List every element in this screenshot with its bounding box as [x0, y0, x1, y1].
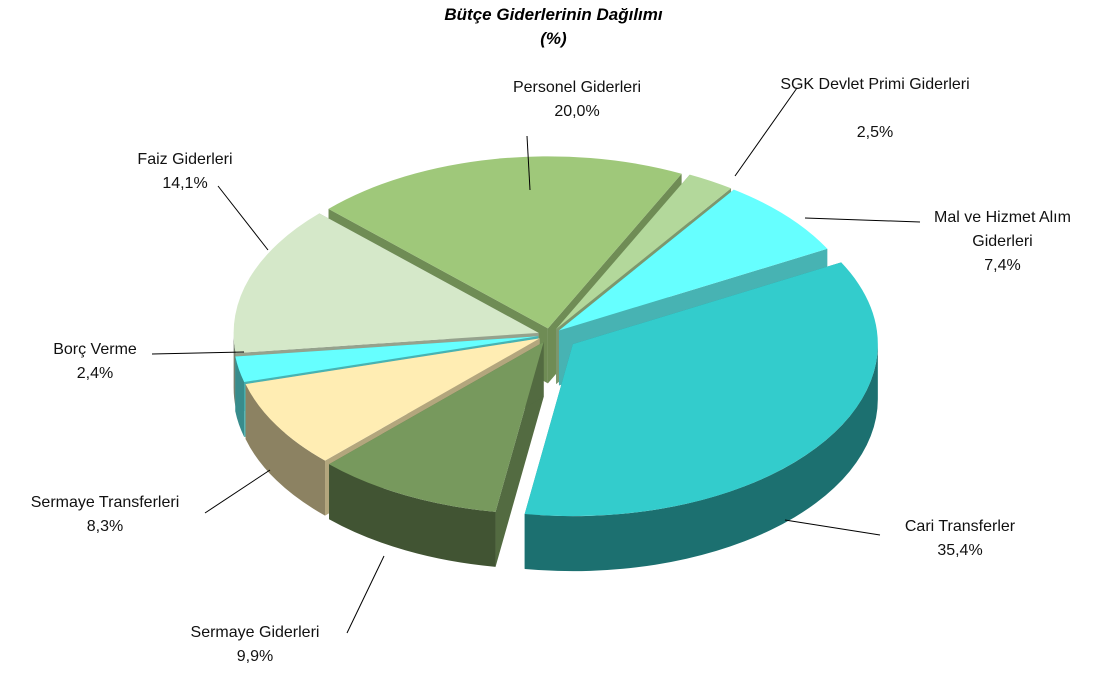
- slice-value-label: 2,5%: [856, 124, 894, 141]
- slice-value-label: 20,0%: [554, 103, 600, 120]
- slice-label: SGK Devlet Primi Giderleri: [780, 76, 970, 93]
- leader-line: [151, 351, 245, 355]
- leader-line: [217, 185, 269, 251]
- slice-label: Personel Giderleri: [512, 79, 642, 96]
- leader-line: [526, 135, 531, 191]
- slice-label: Mal ve Hizmet Alım Giderleri: [934, 209, 1071, 250]
- slice-label: Sermaye Giderleri: [190, 624, 320, 641]
- slice-wall: [329, 464, 496, 567]
- slice: [245, 338, 540, 461]
- slice-value-label: 2,4%: [76, 365, 114, 382]
- slice-wall: [233, 332, 236, 409]
- slice-label: Sermaye Transferleri: [30, 494, 180, 511]
- leader-line: [204, 469, 271, 514]
- slice-wall: [524, 344, 878, 572]
- slice-wall: [235, 356, 245, 437]
- chart-subtitle: (%): [540, 29, 567, 48]
- slice-value-label: 7,4%: [984, 257, 1021, 274]
- slice-wall: [245, 384, 326, 516]
- slice-tops: [233, 156, 878, 517]
- slice-value-label: 9,9%: [236, 648, 274, 665]
- slice-label: Borç Verme: [53, 341, 137, 358]
- slice-value-label: 8,3%: [86, 518, 124, 535]
- slice: [329, 342, 544, 512]
- leader-line: [784, 519, 881, 536]
- slice-label: Faiz Giderleri: [137, 151, 233, 168]
- leader-line: [346, 555, 385, 634]
- slice: [235, 336, 539, 382]
- chart-title: Bütçe Giderlerinin Dağılımı: [444, 5, 663, 24]
- slice-label: Cari Transferler: [904, 518, 1016, 535]
- slice: [328, 156, 682, 329]
- slice: [524, 262, 878, 517]
- leader-line: [734, 87, 798, 177]
- slice: [233, 213, 539, 354]
- slice-value-label: 14,1%: [162, 175, 208, 192]
- slice: [558, 189, 828, 331]
- slice-value-label: 35,4%: [937, 542, 983, 559]
- slice: [556, 174, 732, 330]
- leader-line: [804, 217, 921, 223]
